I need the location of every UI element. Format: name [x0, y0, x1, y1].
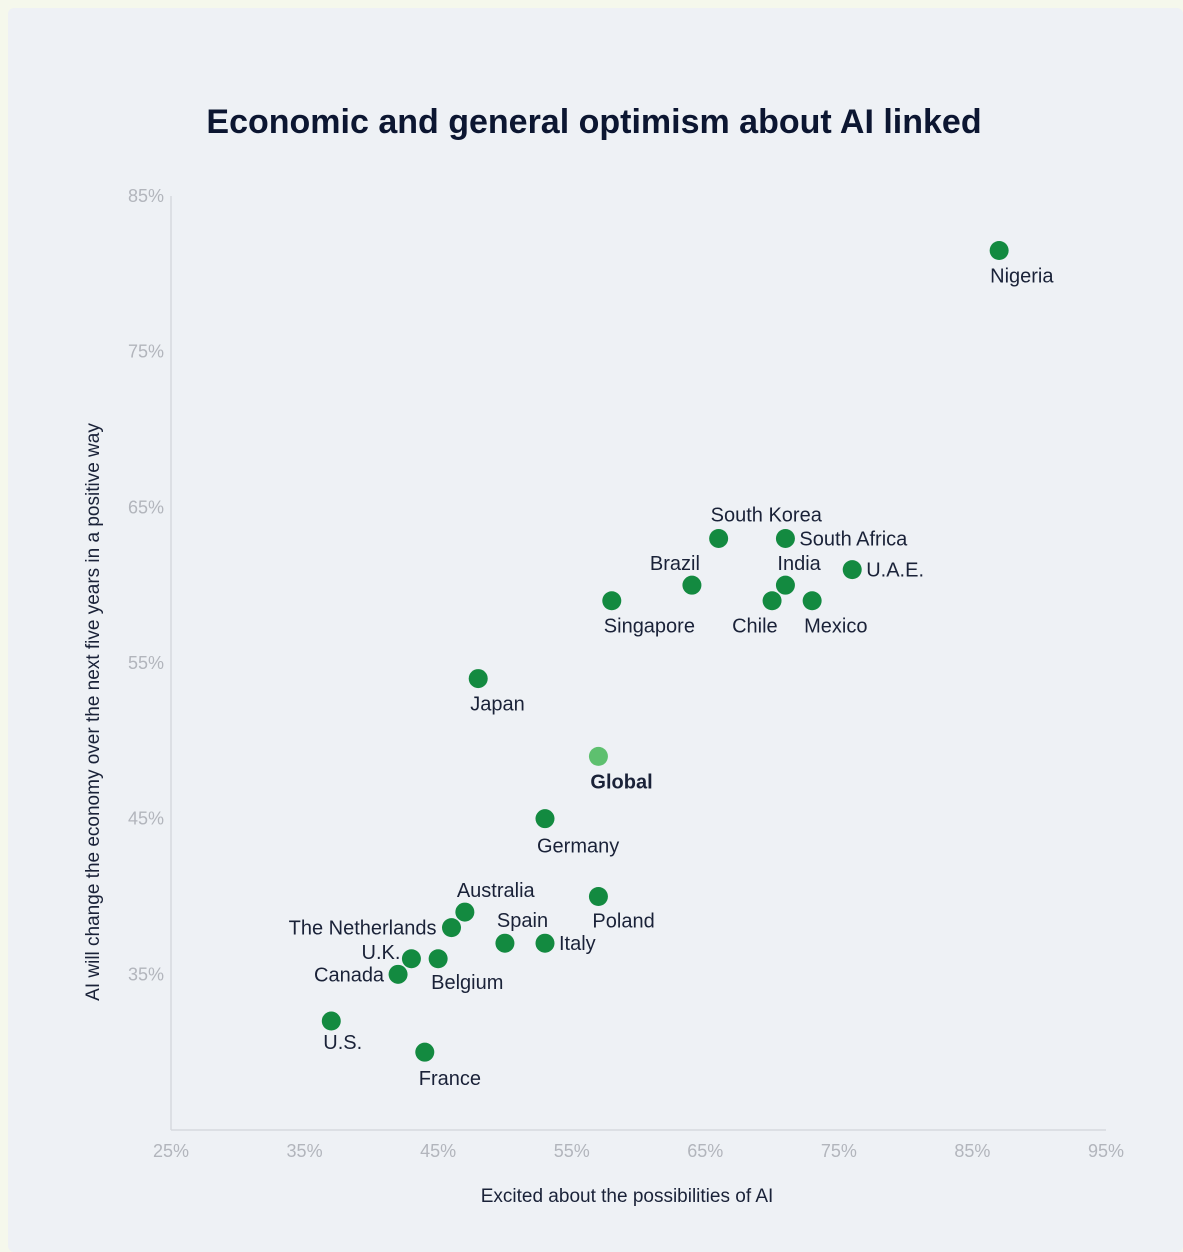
y-axis-label: AI will change the economy over the next… — [83, 423, 104, 1001]
point-global — [588, 746, 608, 766]
x-tick-label: 65% — [687, 1141, 723, 1161]
data-points — [321, 240, 1009, 1062]
point-canada — [388, 964, 408, 984]
label-france: France — [419, 1068, 481, 1090]
label-spain: Spain — [497, 910, 548, 932]
point-japan — [468, 669, 488, 689]
x-tick-label: 45% — [420, 1141, 456, 1161]
y-tick-label: 55% — [128, 653, 164, 673]
point-belgium — [428, 949, 448, 969]
label-japan: Japan — [470, 694, 525, 716]
x-tick-label: 75% — [821, 1141, 857, 1161]
y-tick-label: 45% — [128, 809, 164, 829]
label-nigeria: Nigeria — [990, 265, 1054, 287]
label-singapore: Singapore — [604, 616, 695, 638]
label-poland: Poland — [592, 911, 654, 933]
label-global: Global — [590, 771, 652, 793]
point-singapore — [602, 591, 622, 611]
label-brazil: Brazil — [650, 553, 700, 575]
scatter-chart: Economic and general optimism about AI l… — [83, 103, 1124, 1207]
point-mexico — [802, 591, 822, 611]
point-poland — [588, 887, 608, 906]
point-italy — [535, 933, 555, 953]
label-u-a-e: U.A.E. — [866, 560, 924, 582]
point-france — [415, 1042, 435, 1062]
point-south-africa — [775, 528, 795, 548]
label-the-netherlands: The Netherlands — [289, 918, 437, 940]
y-tick-label: 85% — [128, 186, 164, 206]
label-germany: Germany — [537, 836, 619, 858]
point-u-s — [321, 1011, 341, 1031]
chart-panel: Economic and general optimism about AI l… — [8, 8, 1183, 1252]
point-nigeria — [989, 240, 1009, 260]
tick-labels: 25% 35% 45% 55% 65% 75% 85% 95% 35% 45% 55% 65% 75% 8… — [128, 186, 1124, 1161]
point-spain — [495, 933, 515, 953]
x-tick-label: 55% — [554, 1141, 590, 1161]
label-italy: Italy — [559, 933, 596, 955]
label-u-k: U.K. — [362, 942, 401, 964]
point-chile — [762, 591, 782, 611]
x-tick-label: 25% — [153, 1141, 189, 1161]
y-tick-label: 75% — [128, 342, 164, 362]
label-australia: Australia — [457, 880, 536, 902]
point-india — [775, 575, 795, 595]
label-u-s: U.S. — [323, 1032, 362, 1054]
label-chile: Chile — [732, 616, 778, 638]
axes — [170, 196, 1106, 1131]
label-mexico: Mexico — [804, 616, 867, 638]
point-u-k — [401, 949, 421, 969]
label-canada: Canada — [314, 964, 385, 986]
point-brazil — [682, 575, 702, 595]
label-belgium: Belgium — [431, 972, 503, 994]
point-australia — [455, 902, 475, 922]
y-tick-label: 35% — [128, 964, 164, 984]
point-germany — [535, 809, 555, 829]
x-tick-label: 95% — [1088, 1141, 1124, 1161]
point-u-a-e — [842, 560, 862, 580]
chart-title: Economic and general optimism about AI l… — [206, 103, 981, 141]
point-south-korea — [709, 528, 729, 548]
label-india: India — [777, 553, 821, 575]
label-south-africa: South Africa — [799, 528, 908, 550]
x-tick-label: 85% — [954, 1141, 990, 1161]
point-the-netherlands — [442, 918, 461, 938]
x-axis-label: Excited about the possibilities of AI — [481, 1186, 774, 1207]
label-south-korea: South Korea — [711, 504, 823, 526]
x-tick-label: 35% — [287, 1141, 323, 1161]
y-tick-label: 65% — [128, 497, 164, 517]
